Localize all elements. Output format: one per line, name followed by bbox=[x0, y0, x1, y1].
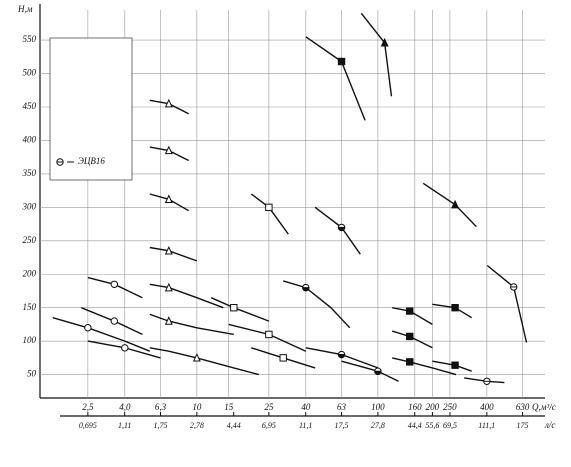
x-tick-label: 2,5 bbox=[82, 402, 94, 412]
marker bbox=[164, 145, 173, 155]
x-tick-label: 4,0 bbox=[119, 402, 131, 412]
marker bbox=[192, 352, 201, 362]
marker bbox=[164, 282, 173, 292]
marker bbox=[121, 344, 129, 352]
x2-tick-label: 111,1 bbox=[478, 421, 495, 430]
marker bbox=[451, 303, 459, 312]
legend-label: ЭЦВ16 bbox=[78, 156, 105, 166]
x-tick-label: 15 bbox=[224, 402, 234, 412]
marker bbox=[337, 57, 346, 66]
x-tick-label: 160 bbox=[408, 402, 422, 412]
y-axis-label: H,м bbox=[17, 4, 33, 14]
x-tick-label: 100 bbox=[371, 402, 385, 412]
marker bbox=[110, 317, 119, 325]
x-tick-label: 63 bbox=[337, 402, 347, 412]
x2-tick-label: 17,5 bbox=[335, 421, 349, 430]
y-tick-label: 100 bbox=[23, 335, 37, 345]
y-tick-label: 500 bbox=[23, 68, 37, 78]
y-tick-label: 350 bbox=[22, 168, 37, 178]
marker bbox=[374, 367, 382, 375]
y-tick-label: 400 bbox=[23, 135, 37, 145]
marker bbox=[84, 324, 92, 332]
marker bbox=[380, 37, 389, 47]
x-tick-label: 40 bbox=[301, 402, 311, 412]
marker bbox=[164, 245, 173, 255]
marker bbox=[164, 316, 173, 325]
x2-tick-label: 44,4 bbox=[408, 421, 422, 430]
marker bbox=[164, 98, 173, 108]
marker bbox=[110, 280, 119, 288]
marker bbox=[483, 377, 491, 385]
x-tick-label: 400 bbox=[480, 402, 494, 412]
y-tick-label: 300 bbox=[22, 201, 37, 211]
marker bbox=[265, 330, 273, 339]
x2-tick-label: 11,1 bbox=[299, 421, 312, 430]
y-tick-label: 50 bbox=[27, 369, 37, 379]
y-tick-label: 250 bbox=[23, 235, 37, 245]
marker bbox=[406, 307, 414, 315]
x-axis-label: Q,м³/с bbox=[532, 402, 556, 412]
x-tick-label: 25 bbox=[264, 402, 274, 412]
x2-tick-label: 69,5 bbox=[443, 421, 457, 430]
x2-tick-label: 27,8 bbox=[371, 421, 385, 430]
curve bbox=[149, 313, 234, 336]
x2-tick-label: 4,44 bbox=[227, 421, 241, 430]
marker bbox=[406, 358, 414, 366]
x-tick-label: 250 bbox=[443, 402, 457, 412]
y-tick-label: 450 bbox=[23, 101, 37, 111]
marker bbox=[265, 203, 273, 212]
marker bbox=[451, 361, 459, 369]
curve bbox=[392, 357, 457, 376]
marker bbox=[337, 350, 346, 359]
x2-tick-label: 175 bbox=[517, 421, 529, 430]
marker bbox=[406, 332, 414, 341]
x2-tick-label: 6,95 bbox=[262, 421, 276, 430]
x-tick-label: 6,3 bbox=[155, 402, 167, 412]
y-tick-label: 150 bbox=[23, 302, 37, 312]
y-tick-label: 550 bbox=[23, 34, 37, 44]
marker bbox=[279, 354, 287, 362]
marker bbox=[337, 223, 346, 232]
curve bbox=[283, 280, 351, 329]
y-tick-label: 200 bbox=[23, 268, 37, 278]
x2-tick-label: 1,75 bbox=[153, 421, 167, 430]
x-tick-label: 10 bbox=[192, 402, 202, 412]
curve bbox=[149, 283, 224, 309]
x2-tick-label: 55,6 bbox=[425, 421, 439, 430]
x2-axis-label: л/с bbox=[544, 420, 555, 430]
x-tick-label: 630 bbox=[516, 402, 530, 412]
x2-tick-label: 1,11 bbox=[118, 421, 131, 430]
legend bbox=[49, 37, 133, 181]
legend-marker bbox=[56, 158, 64, 166]
x-tick-label: 200 bbox=[426, 402, 440, 412]
marker bbox=[510, 283, 518, 291]
x2-tick-label: 2,78 bbox=[190, 421, 204, 430]
x2-tick-label: 0,695 bbox=[79, 421, 97, 430]
marker bbox=[451, 199, 460, 209]
marker bbox=[302, 283, 310, 292]
curve bbox=[52, 317, 151, 352]
marker bbox=[230, 303, 238, 312]
marker bbox=[164, 194, 173, 204]
